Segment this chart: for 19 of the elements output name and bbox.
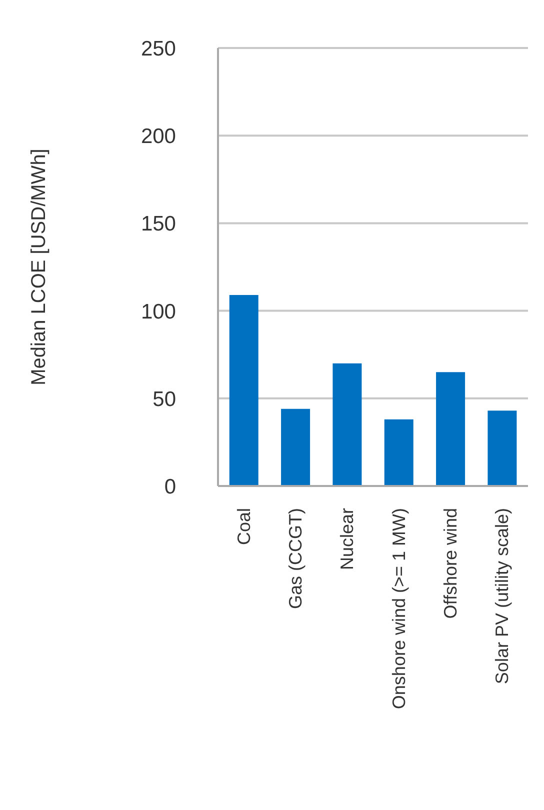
x-tick-label: Coal [234, 508, 254, 546]
bar [332, 363, 362, 486]
bar [436, 372, 466, 486]
y-tick-label: 100 [140, 300, 176, 324]
y-axis-title: Median LCOE [USD/MWh] [28, 148, 50, 386]
x-tick-label: Nuclear [337, 508, 358, 570]
y-tick-label: 200 [140, 125, 176, 148]
bar [229, 295, 258, 486]
x-tick-label: Gas (CCGT) [286, 508, 306, 609]
bar [488, 410, 517, 486]
x-tick-label: Onshore wind (>= 1 MW) [388, 508, 409, 710]
y-tick-label: 150 [140, 212, 176, 236]
y-tick-label: 50 [152, 388, 176, 411]
x-tick-label: Offshore wind [440, 508, 460, 619]
y-tick-label: 0 [164, 475, 176, 498]
bar [281, 408, 310, 486]
bar [384, 419, 414, 486]
y-tick-label: 250 [140, 37, 176, 60]
x-tick-label: Solar PV (utility scale) [492, 508, 512, 684]
